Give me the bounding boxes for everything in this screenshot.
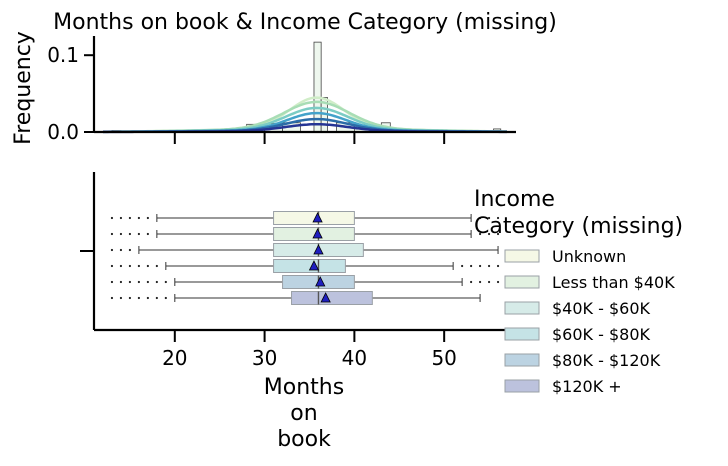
- box-iqr-1: [273, 227, 355, 241]
- box-flier-0-6: [487, 216, 491, 220]
- box-x-tick-label-2: 40: [342, 346, 367, 370]
- box-flier-4-8: [478, 280, 482, 284]
- box-flier-4-3: [137, 280, 140, 284]
- hist-y-ticks: 0.0 0.1: [47, 43, 94, 144]
- box-flier-3-4: [146, 264, 149, 268]
- box-flier-5-0: [110, 296, 114, 300]
- box-flier-3-3: [137, 264, 140, 268]
- box-3: [110, 259, 500, 273]
- legend-label-1: Less than $40K: [552, 273, 675, 292]
- box-x-tick-label-0: 20: [162, 346, 187, 370]
- legend-label-2: $40K - $60K: [552, 299, 651, 318]
- boxplot-series: [110, 211, 500, 305]
- box-flier-1-0: [110, 232, 114, 236]
- box-flier-1-5: [478, 232, 482, 236]
- hist-x-ticks: [173, 132, 446, 144]
- box-flier-5-3: [137, 296, 140, 300]
- box-x-tick-label-1: 30: [252, 346, 277, 370]
- box-iqr-5: [291, 291, 373, 305]
- hist-y-axis-label: Frequency: [11, 31, 36, 145]
- box-mean-5: [320, 292, 331, 303]
- box-flier-5-2: [128, 296, 132, 300]
- box-flier-1-3: [137, 232, 140, 236]
- boxplot-panel: 20 30 40 50 Months on book: [80, 172, 516, 452]
- kde-curve-3: [103, 111, 507, 134]
- box-flier-4-10: [496, 280, 500, 284]
- box-2: [110, 243, 499, 257]
- box-flier-1-7: [496, 232, 500, 236]
- legend-label-3: $60K - $80K: [552, 325, 651, 344]
- box-flier-0-4: [146, 216, 149, 220]
- box-flier-3-6: [461, 264, 464, 268]
- box-flier-3-0: [110, 264, 114, 268]
- kde-curves: [102, 96, 507, 134]
- box-x-ticks: 20 30 40 50: [162, 330, 457, 370]
- box-mean-3: [308, 260, 320, 271]
- legend-label-0: Unknown: [552, 247, 626, 266]
- legend-swatch-0: [504, 249, 540, 263]
- box-flier-0-1: [119, 216, 123, 220]
- box-x-tick-label-3: 50: [431, 346, 456, 370]
- box-flier-3-2: [128, 264, 132, 268]
- kde-curve-1: [103, 100, 507, 133]
- box-flier-4-7: [470, 280, 473, 284]
- box-flier-5-5: [155, 296, 158, 300]
- legend-swatch-2: [504, 301, 540, 315]
- legend: Income Category (missing) Unknown Less tha…: [474, 187, 683, 396]
- box-flier-1-2: [128, 232, 132, 236]
- box-flier-1-6: [487, 232, 491, 236]
- histogram-panel: 0.0 0.1 Frequency: [11, 31, 516, 145]
- box-flier-3-7: [470, 264, 473, 268]
- box-flier-3-5: [155, 264, 158, 268]
- box-flier-4-6: [164, 280, 167, 284]
- box-flier-3-1: [119, 264, 123, 268]
- box-flier-3-8: [478, 264, 482, 268]
- legend-label-5: $120K +: [552, 377, 622, 396]
- box-flier-4-2: [128, 280, 132, 284]
- legend-swatch-4: [504, 353, 540, 367]
- box-flier-3-10: [496, 264, 500, 268]
- box-flier-3-9: [487, 264, 491, 268]
- box-flier-4-1: [119, 280, 123, 284]
- box-mean-1: [312, 228, 323, 239]
- hist-y-tick-label-1: 0.1: [47, 43, 79, 67]
- box-flier-5-6: [164, 296, 167, 300]
- box-flier-0-3: [137, 216, 140, 220]
- box-flier-2-2: [128, 248, 132, 252]
- box-flier-4-4: [146, 280, 149, 284]
- box-flier-4-9: [487, 280, 491, 284]
- kde-curve-5: [103, 123, 507, 134]
- box-flier-0-7: [496, 216, 500, 220]
- box-mean-4: [315, 276, 326, 287]
- box-flier-4-0: [110, 280, 114, 284]
- box-x-axis-label: Months on book: [264, 375, 344, 452]
- box-flier-5-1: [119, 296, 123, 300]
- legend-swatch-3: [504, 327, 540, 341]
- box-5: [110, 291, 481, 305]
- box-mean-0: [312, 212, 323, 223]
- box-iqr-0: [273, 211, 355, 225]
- hist-y-tick-label-0: 0.0: [47, 120, 79, 144]
- box-flier-2-0: [110, 248, 114, 252]
- legend-title: Income Category (missing): [474, 187, 683, 239]
- box-flier-5-4: [146, 296, 149, 300]
- box-flier-2-1: [119, 248, 123, 252]
- box-flier-1-1: [119, 232, 123, 236]
- box-0: [110, 211, 500, 225]
- box-1: [110, 227, 500, 241]
- legend-label-4: $80K - $120K: [552, 351, 661, 370]
- box-flier-0-0: [110, 216, 114, 220]
- box-flier-4-5: [155, 280, 158, 284]
- box-flier-0-2: [128, 216, 132, 220]
- box-flier-0-5: [478, 216, 482, 220]
- box-iqr-3: [273, 259, 346, 273]
- legend-swatch-5: [504, 379, 540, 393]
- legend-items: Unknown Less than $40K $40K - $60K $60K - $…: [504, 247, 675, 396]
- box-4: [110, 275, 500, 289]
- box-flier-1-4: [146, 232, 149, 236]
- chart-title: Months on book & Income Category (missin…: [53, 10, 557, 35]
- legend-swatch-1: [504, 275, 540, 289]
- box-mean-2: [313, 244, 324, 255]
